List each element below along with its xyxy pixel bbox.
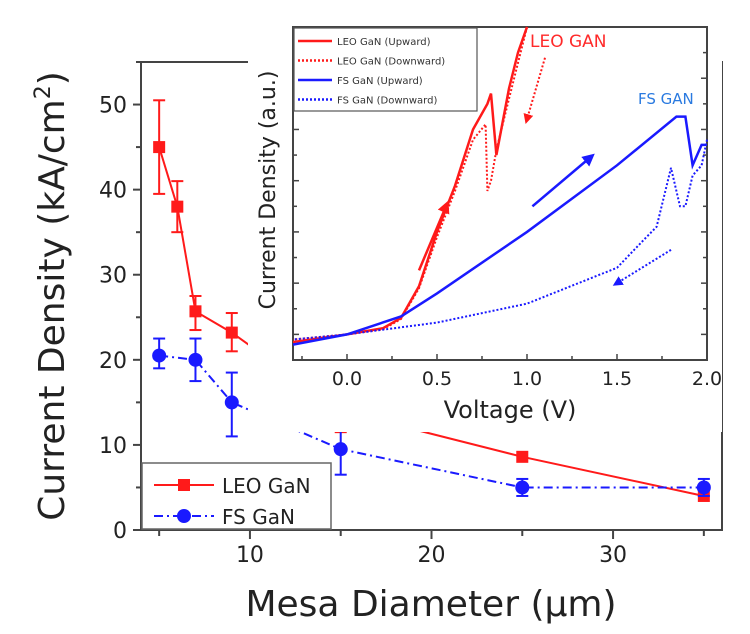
legend-marker bbox=[177, 509, 191, 523]
x-tick-label: 20 bbox=[418, 543, 446, 568]
y-tick-label: 40 bbox=[99, 179, 127, 204]
inset-frame bbox=[292, 26, 708, 361]
main-plot: 0 10 20 30 40 50 10 20 30 LEO GaN FS GaN bbox=[99, 61, 723, 568]
annotation-fs-gan: FS GAN bbox=[638, 90, 694, 108]
annotation-leo-gan: LEO GAN bbox=[530, 32, 607, 52]
inset-x-tick-label: 2.0 bbox=[692, 368, 722, 390]
main-y-axis-label: Current Density (kA/cm2) bbox=[31, 71, 73, 521]
legend-label: FS GaN bbox=[222, 505, 295, 529]
inset-x-tick-label: 0.5 bbox=[422, 368, 452, 390]
data-point bbox=[224, 395, 239, 410]
arrow-leo-upward-icon bbox=[417, 200, 450, 271]
inset-x-axis-label: Voltage (V) bbox=[444, 396, 577, 424]
data-point bbox=[189, 305, 202, 318]
arrow-leo-downward-icon bbox=[523, 57, 546, 125]
arrow-fs-downward-icon bbox=[612, 249, 672, 286]
data-point bbox=[171, 200, 184, 213]
inset-series-2 bbox=[292, 115, 707, 346]
y-tick-label: 50 bbox=[99, 94, 127, 119]
y-tick-label: 20 bbox=[99, 349, 127, 374]
data-point bbox=[516, 450, 529, 463]
data-point bbox=[515, 480, 530, 495]
inset-legend-label: LEO GaN (Downward) bbox=[337, 57, 445, 68]
arrow-fs-upward-icon bbox=[531, 153, 595, 208]
legend-label: LEO GaN bbox=[222, 474, 311, 498]
inset-y-axis-label: Current Density (a.u.) bbox=[256, 71, 281, 310]
inset-legend-label: FS GaN (Upward) bbox=[337, 76, 423, 87]
series-line bbox=[159, 354, 704, 489]
inset-x-tick-label: 1.0 bbox=[512, 368, 542, 390]
data-point bbox=[153, 141, 166, 154]
data-point bbox=[188, 352, 203, 367]
inset-legend-label: FS GaN (Downward) bbox=[337, 96, 437, 107]
data-point bbox=[696, 480, 711, 495]
y-tick-label: 30 bbox=[99, 264, 127, 289]
x-tick-label: 10 bbox=[236, 543, 264, 568]
inset-legend-label: LEO GaN (Upward) bbox=[337, 37, 431, 48]
y-tick-label: 10 bbox=[99, 434, 127, 459]
inset-x-tick-label: 0.0 bbox=[332, 368, 362, 390]
y-tick-label: 0 bbox=[113, 519, 127, 544]
main-x-axis-label: Mesa Diameter (μm) bbox=[245, 584, 616, 625]
inset-series-3 bbox=[292, 139, 708, 341]
inset-x-tick-label: 1.5 bbox=[602, 368, 632, 390]
data-point bbox=[333, 442, 348, 457]
main-legend: LEO GaN FS GaN bbox=[141, 462, 332, 530]
series-fs-gan bbox=[152, 337, 711, 497]
data-point bbox=[152, 348, 167, 363]
data-point bbox=[225, 326, 238, 339]
legend-marker bbox=[178, 479, 190, 491]
x-tick-label: 30 bbox=[599, 543, 627, 568]
inset-legend: LEO GaN (Upward) LEO GaN (Downward) FS GaN… bbox=[293, 27, 478, 112]
